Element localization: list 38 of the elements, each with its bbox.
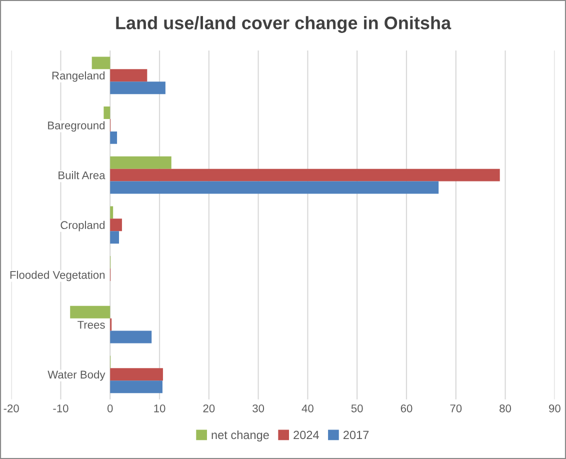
y-tick-label: Water Body <box>48 370 106 381</box>
bar <box>110 380 162 394</box>
bar <box>110 69 148 82</box>
x-tick-label: -10 <box>53 404 68 412</box>
y-tick-label: Bareground <box>48 121 105 132</box>
bar <box>110 181 439 194</box>
x-tick-label: 60 <box>400 404 412 412</box>
bar <box>104 106 110 120</box>
y-tick-label: Rangeland <box>52 71 105 82</box>
bar <box>110 368 163 381</box>
x-tick-label: 0 <box>107 404 113 412</box>
bar <box>110 82 166 94</box>
legend-label: 2017 <box>343 430 369 440</box>
bar <box>70 306 110 318</box>
x-tick-label: 90 <box>549 404 560 412</box>
bar <box>110 330 152 344</box>
x-tick-label: 40 <box>302 404 314 412</box>
x-tick-label: 50 <box>351 404 363 412</box>
bar <box>110 218 122 232</box>
x-tick-label: 70 <box>450 404 462 412</box>
bar <box>110 168 500 182</box>
x-tick-label: -20 <box>4 404 19 412</box>
bar <box>110 156 172 169</box>
chart-title: Land use/land cover change in Onitsha <box>116 16 452 33</box>
y-tick-label: Trees <box>78 320 105 329</box>
x-tick-label: 80 <box>500 404 512 412</box>
y-tick-label: Built Area <box>58 171 106 180</box>
bar <box>110 206 114 219</box>
x-tick-label: 10 <box>154 404 166 412</box>
x-tick-label: 20 <box>203 404 215 412</box>
bar <box>110 131 118 144</box>
bar <box>110 231 120 244</box>
legend-label: 2024 <box>294 430 319 440</box>
x-tick-label: 30 <box>252 404 264 412</box>
y-tick-label: Flooded Vegetation <box>10 270 105 282</box>
legend-label: net change <box>212 430 269 442</box>
bar <box>92 56 110 70</box>
y-tick-label: Cropland <box>60 220 105 232</box>
